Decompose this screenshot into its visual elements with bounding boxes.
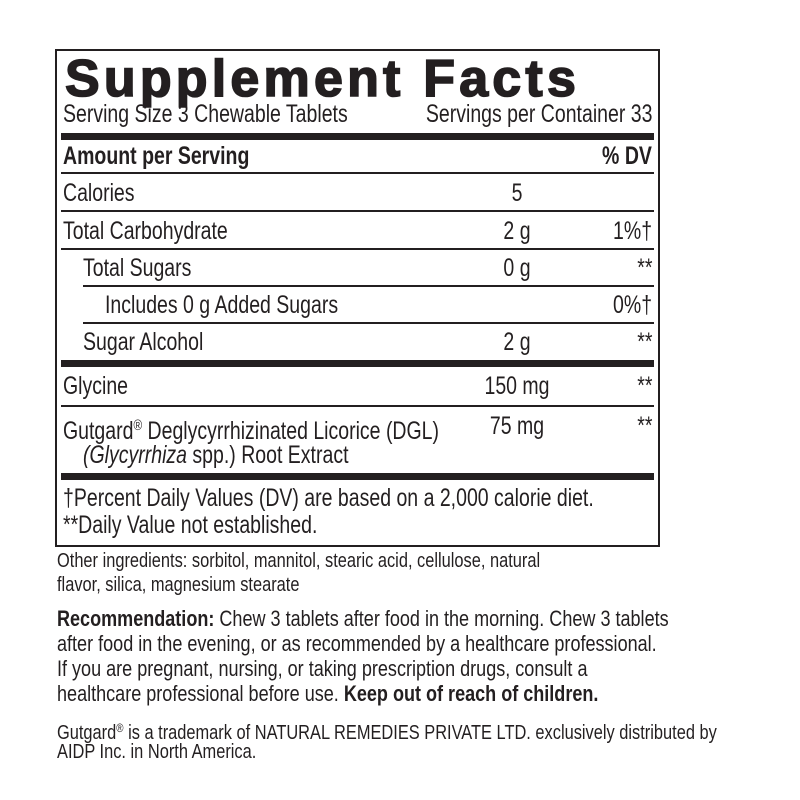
trademark-line: Gutgard® is a trademark of NATURAL REMED… xyxy=(57,716,717,745)
dv-header: % DV xyxy=(602,142,652,170)
nutrient-dv: ** xyxy=(636,328,652,356)
nutrient-name: Total Sugars xyxy=(83,254,192,282)
nutrient-name: Sugar Alcohol xyxy=(83,328,204,356)
divider-thick xyxy=(61,133,654,140)
brand-name: Gutgard xyxy=(57,722,117,745)
supplement-facts-panel: Supplement Facts Serving Size 3 Chewable… xyxy=(55,49,660,547)
recommendation-text: Chew 3 tablets after food in the morning… xyxy=(214,606,669,631)
nutrient-name: Glycine xyxy=(63,372,129,400)
divider xyxy=(61,248,654,250)
divider xyxy=(61,405,654,407)
botanical-part: spp.) Root Extract xyxy=(187,441,349,469)
nutrient-name: Includes 0 g Added Sugars xyxy=(105,291,339,319)
nutrient-amount: 0 g xyxy=(503,254,531,282)
footnote-percent-dv: †Percent Daily Values (DV) are based on … xyxy=(63,484,594,512)
botanical-name: (Glycyrrhiza xyxy=(83,441,188,469)
nutrient-name-rest: Deglycyrrhizinated Licorice (DGL) xyxy=(142,417,440,445)
nutrient-dv: ** xyxy=(636,412,652,440)
nutrient-dv: ** xyxy=(636,254,652,282)
recommendation-line: If you are pregnant, nursing, or taking … xyxy=(57,656,588,681)
recommendation-line: healthcare professional before use. Keep… xyxy=(57,681,598,706)
nutrient-dv: ** xyxy=(636,372,652,400)
nutrient-dv: 0%† xyxy=(612,291,652,319)
recommendation-line: after food in the evening, or as recomme… xyxy=(57,631,657,656)
nutrient-amount: 2 g xyxy=(503,217,531,245)
nutrient-amount: 75 mg xyxy=(489,412,545,440)
panel-title: Supplement Facts xyxy=(64,50,581,108)
servings-per-container: Servings per Container 33 xyxy=(425,100,652,128)
nutrient-name-line2: (Glycyrrhiza spp.) Root Extract xyxy=(83,441,348,469)
registered-mark: ® xyxy=(133,417,143,434)
trademark-text: is a trademark of NATURAL REMEDIES PRIVA… xyxy=(123,722,717,745)
other-ingredients-line: flavor, silica, magnesium stearate xyxy=(57,574,300,596)
divider-thick xyxy=(61,473,654,480)
recommendation-text: healthcare professional before use. xyxy=(57,681,344,706)
amount-header: Amount per Serving xyxy=(63,142,250,170)
divider xyxy=(61,172,654,174)
registered-mark: ® xyxy=(116,721,124,735)
nutrient-name: Total Carbohydrate xyxy=(63,217,228,245)
nutrient-name: Gutgard® Deglycyrrhizinated Licorice (DG… xyxy=(63,412,439,445)
children-warning: Keep out of reach of children. xyxy=(343,681,599,706)
nutrient-amount: 2 g xyxy=(503,328,531,356)
nutrient-amount: 5 xyxy=(511,179,523,207)
other-ingredients-line: Other ingredients: sorbitol, mannitol, s… xyxy=(57,550,541,572)
nutrient-amount: 150 mg xyxy=(484,372,550,400)
brand-name: Gutgard xyxy=(63,417,134,445)
divider xyxy=(83,322,654,324)
divider xyxy=(61,210,654,212)
trademark-line: AIDP Inc. in North America. xyxy=(57,741,257,763)
recommendation-line: Recommendation: Chew 3 tablets after foo… xyxy=(57,606,669,631)
nutrient-name: Calories xyxy=(63,179,135,207)
footnote-dv-not-established: **Daily Value not established. xyxy=(63,511,318,539)
serving-size: Serving Size 3 Chewable Tablets xyxy=(63,100,348,128)
divider-thick xyxy=(61,360,654,367)
divider xyxy=(83,285,654,287)
nutrient-dv: 1%† xyxy=(612,217,652,245)
recommendation-label: Recommendation: xyxy=(57,606,215,631)
